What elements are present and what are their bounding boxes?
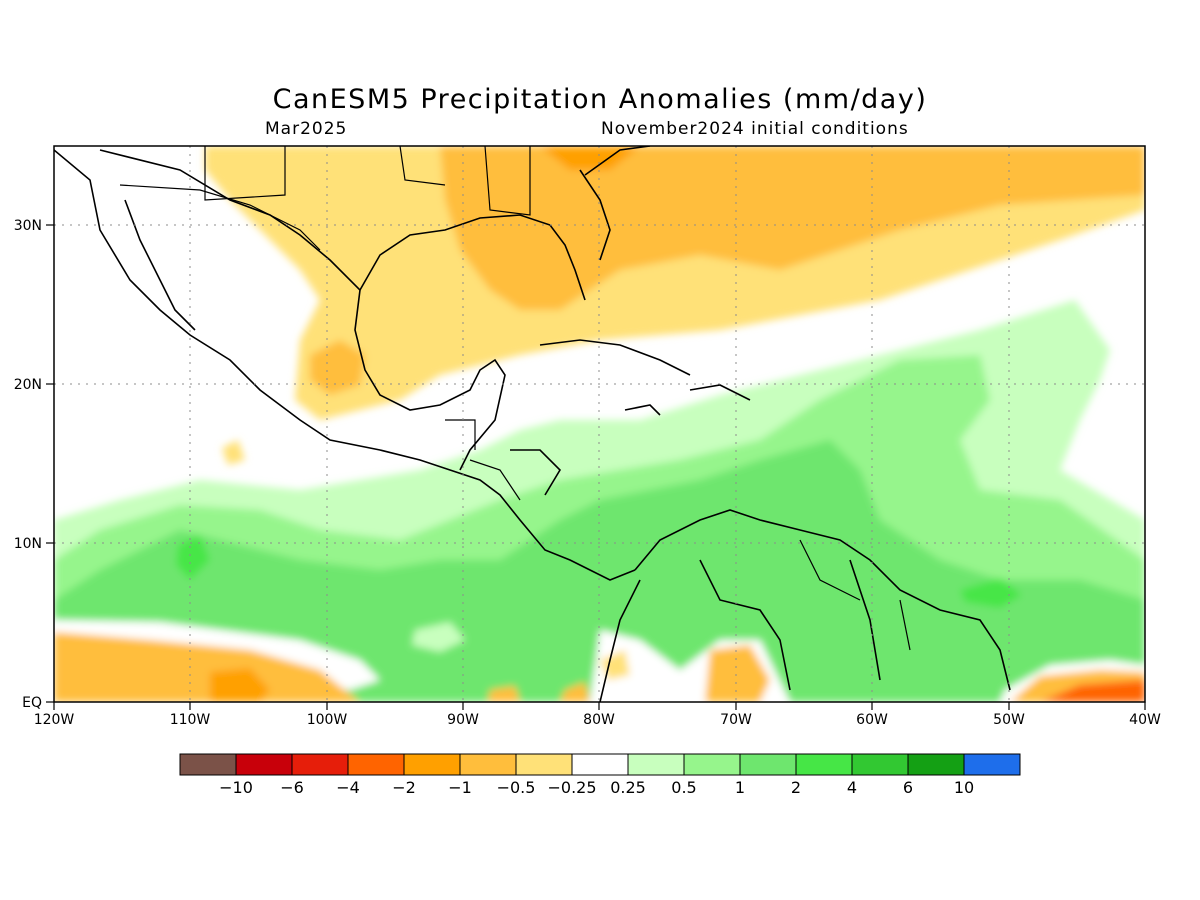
lat-labels: EQ 10N 20N 30N: [14, 218, 42, 711]
lon-label: 60W: [856, 712, 888, 728]
colorbar-label: −6: [280, 778, 304, 797]
init-conditions-label: November2024 initial conditions: [601, 119, 909, 139]
colorbar-swatch: [907, 753, 965, 776]
lon-label: 50W: [993, 712, 1025, 728]
lon-label: 100W: [307, 712, 348, 728]
colorbar-swatch: [851, 753, 909, 776]
colorbar-label: −10: [219, 778, 253, 797]
axis-ticks: [46, 224, 1146, 710]
colorbar-swatch: [291, 753, 349, 776]
colorbar-swatch: [795, 753, 853, 776]
colorbar-swatch: [571, 753, 629, 776]
lat-label: 10N: [14, 536, 42, 552]
colorbar-label: −2: [392, 778, 416, 797]
colorbar-label: 1: [735, 778, 745, 797]
colorbar-label: −0.5: [497, 778, 536, 797]
lon-label: 120W: [34, 712, 75, 728]
lon-label: 110W: [170, 712, 211, 728]
colorbar-label: 2: [791, 778, 801, 797]
colorbar-label: −0.25: [547, 778, 596, 797]
coastlines: [54, 146, 1011, 702]
colorbar-label: −1: [448, 778, 472, 797]
colorbar-label: 6: [903, 778, 913, 797]
colorbar-swatch: [179, 753, 237, 776]
colorbar-swatch: [459, 753, 517, 776]
colorbar-label: 0.25: [610, 778, 646, 797]
colorbar: −10 −6 −4 −2 −1 −0.5 −0.25 0.25 0.5 1 2 4 6 10: [179, 753, 1021, 797]
lon-label: 40W: [1129, 712, 1161, 728]
map-title: CanESM5 Precipitation Anomalies (mm/day): [272, 84, 928, 115]
lon-label: 80W: [583, 712, 615, 728]
colorbar-swatch: [347, 753, 405, 776]
colorbar-label: −4: [336, 778, 360, 797]
lon-label: 70W: [720, 712, 752, 728]
valid-month-label: Mar2025: [265, 119, 348, 139]
lon-labels: 120W 110W 100W 90W 80W 70W 60W 50W 40W: [34, 712, 1161, 728]
colorbar-swatch: [235, 753, 293, 776]
colorbar-swatch: [403, 753, 461, 776]
borders: [119, 146, 911, 651]
colorbar-swatch: [963, 753, 1021, 776]
colorbar-label: 0.5: [671, 778, 696, 797]
colorbar-label: 10: [954, 778, 974, 797]
lat-label: EQ: [22, 695, 42, 711]
colorbar-label: 4: [847, 778, 857, 797]
lat-label: 30N: [14, 218, 42, 234]
lat-label: 20N: [14, 377, 42, 393]
colorbar-swatch: [739, 753, 797, 776]
colorbar-swatch: [683, 753, 741, 776]
colorbar-swatch: [515, 753, 573, 776]
colorbar-swatch: [627, 753, 685, 776]
lon-label: 90W: [447, 712, 479, 728]
gridlines: [54, 146, 1145, 702]
